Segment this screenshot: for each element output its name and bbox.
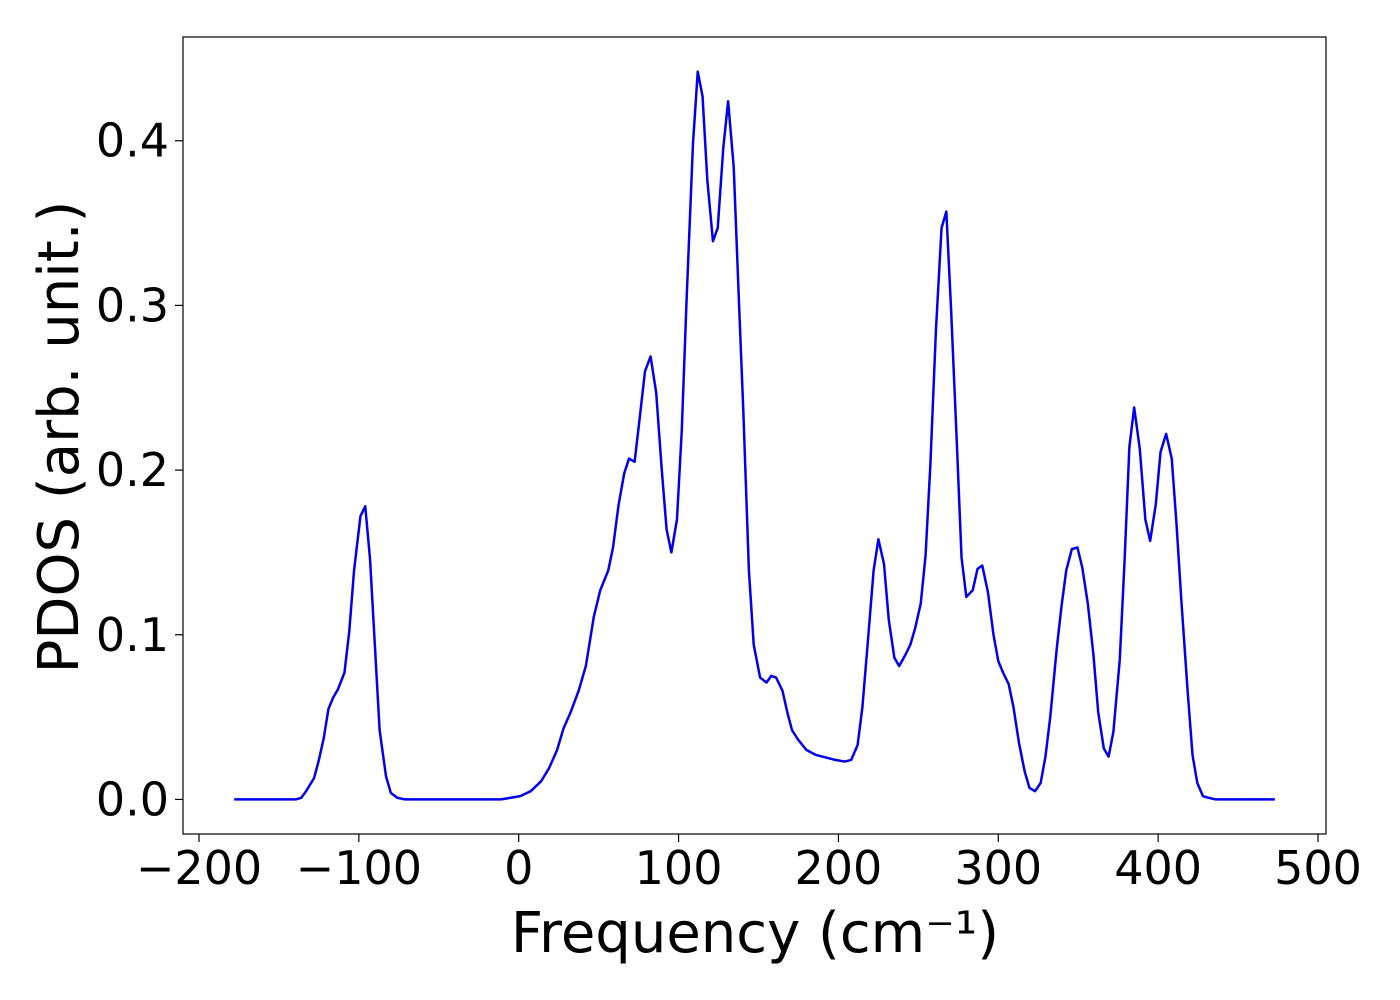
- y-tick-label: 0.1: [96, 608, 169, 662]
- x-tick-label: −100: [296, 841, 422, 895]
- x-tick-label: 400: [1114, 841, 1202, 895]
- y-tick-label: 0.0: [96, 772, 169, 826]
- x-tick-label: 200: [795, 841, 883, 895]
- plot-frame: [182, 36, 1327, 835]
- x-axis-label: Frequency (cm⁻¹): [511, 901, 999, 966]
- y-tick-label: 0.2: [96, 443, 169, 497]
- x-tick-label: 100: [635, 841, 723, 895]
- x-tick-label: −200: [136, 841, 262, 895]
- y-axis-label: PDOS (arb. unit.): [27, 201, 92, 674]
- x-tick-label: 300: [954, 841, 1042, 895]
- y-tick-label: 0.3: [96, 278, 169, 332]
- x-tick-label: 0: [504, 841, 533, 895]
- y-tick-label: 0.4: [96, 114, 169, 168]
- pdos-line: [234, 70, 1275, 801]
- x-tick-label: 500: [1274, 841, 1362, 895]
